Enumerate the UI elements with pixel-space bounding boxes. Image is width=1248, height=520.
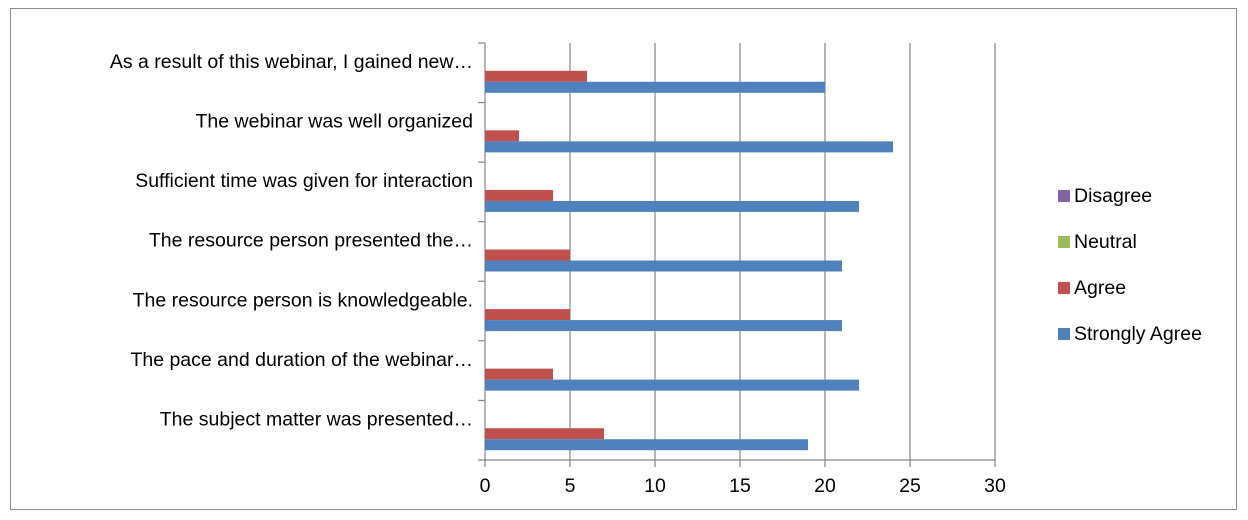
bar-strongly-agree-1 bbox=[485, 81, 825, 93]
x-tick-label-10: 10 bbox=[644, 475, 666, 497]
legend-swatch-disagree bbox=[1058, 190, 1070, 202]
bar-agree-3 bbox=[485, 189, 553, 201]
bar-agree-1 bbox=[485, 70, 587, 82]
bar-strongly-agree-6 bbox=[485, 379, 859, 391]
legend-swatch-neutral bbox=[1058, 236, 1070, 248]
x-tick-label-0: 0 bbox=[480, 475, 491, 497]
category-label-7: The subject matter was presented… bbox=[160, 408, 473, 430]
bar-agree-2 bbox=[485, 130, 519, 142]
bar-agree-5 bbox=[485, 309, 570, 321]
bar-strongly-agree-7 bbox=[485, 439, 808, 451]
category-label-1: As a result of this webinar, I gained ne… bbox=[110, 51, 473, 73]
legend-swatch-strongly-agree bbox=[1058, 328, 1070, 340]
category-label-2: The webinar was well organized bbox=[196, 111, 473, 133]
legend-label-disagree: Disagree bbox=[1074, 185, 1152, 207]
bar-strongly-agree-3 bbox=[485, 200, 859, 212]
x-tick-label-30: 30 bbox=[984, 475, 1006, 497]
bar-agree-6 bbox=[485, 368, 553, 380]
x-tick-label-5: 5 bbox=[565, 475, 576, 497]
category-label-4: The resource person presented the… bbox=[149, 230, 473, 252]
x-tick-label-20: 20 bbox=[814, 475, 836, 497]
legend-label-neutral: Neutral bbox=[1074, 231, 1137, 253]
bar-agree-4 bbox=[485, 249, 570, 261]
x-tick-label-15: 15 bbox=[729, 475, 751, 497]
bar-strongly-agree-2 bbox=[485, 141, 893, 153]
legend-swatch-agree bbox=[1058, 282, 1070, 294]
legend-label-strongly-agree: Strongly Agree bbox=[1074, 323, 1202, 345]
category-label-3: Sufficient time was given for interactio… bbox=[135, 170, 473, 192]
category-label-6: The pace and duration of the webinar… bbox=[130, 349, 473, 371]
bar-agree-7 bbox=[485, 428, 604, 440]
x-tick-label-25: 25 bbox=[899, 475, 921, 497]
category-label-5: The resource person is knowledgeable. bbox=[133, 289, 473, 311]
bar-strongly-agree-5 bbox=[485, 320, 842, 332]
bar-strongly-agree-4 bbox=[485, 260, 842, 272]
legend-label-agree: Agree bbox=[1074, 277, 1126, 299]
